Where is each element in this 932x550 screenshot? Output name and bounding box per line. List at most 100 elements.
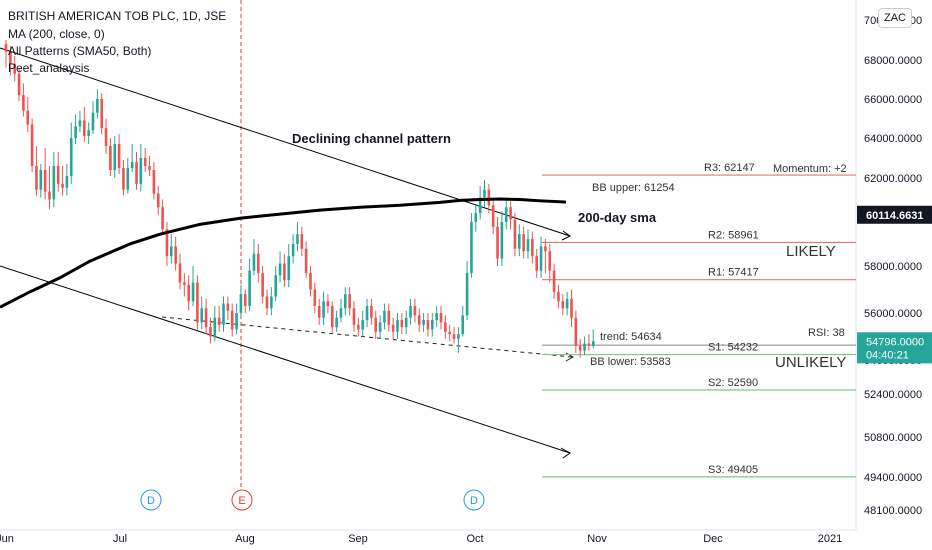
event-earnings-marker[interactable] bbox=[231, 489, 253, 511]
candle-body bbox=[183, 282, 186, 285]
candle-body bbox=[148, 166, 151, 170]
candle-body bbox=[109, 146, 112, 170]
y-tick-label: 52400.0000 bbox=[864, 389, 922, 401]
candle-body bbox=[548, 251, 552, 271]
candle-body bbox=[391, 324, 395, 332]
candle-body bbox=[309, 273, 312, 290]
candle-body bbox=[513, 219, 517, 249]
candle-body bbox=[465, 273, 469, 316]
candle-body bbox=[43, 170, 47, 192]
candle-body bbox=[487, 189, 491, 206]
candle-body bbox=[409, 305, 412, 318]
event-dividend-marker[interactable] bbox=[463, 489, 485, 511]
candle-body bbox=[531, 239, 534, 257]
candle-body bbox=[444, 322, 447, 332]
candle-body bbox=[313, 289, 317, 306]
candle-body bbox=[283, 263, 286, 281]
sma-price-tag-bg bbox=[857, 205, 932, 224]
candle-body bbox=[96, 99, 99, 113]
y-tick-label: 66000.0000 bbox=[864, 94, 922, 106]
candle-body bbox=[30, 124, 34, 166]
x-tick-label: Jun bbox=[0, 533, 14, 545]
candle-body bbox=[404, 317, 408, 328]
candle-body bbox=[522, 234, 525, 252]
candle-body bbox=[348, 294, 351, 309]
candle-body bbox=[204, 308, 208, 328]
event-dividend-marker[interactable] bbox=[140, 489, 162, 511]
candle-body bbox=[83, 120, 86, 137]
bb-lower-label: BB lower: 53583 bbox=[590, 356, 671, 368]
y-tick-label: 58000.0000 bbox=[864, 261, 922, 273]
candle-body bbox=[39, 170, 43, 190]
candle-body bbox=[526, 239, 530, 252]
support-label: S1: 54232 bbox=[708, 342, 758, 354]
candle-body bbox=[330, 305, 334, 328]
sma-price-tag: 60114.6631 bbox=[866, 210, 924, 222]
candle-body bbox=[130, 162, 134, 168]
candle-body bbox=[474, 213, 478, 222]
indicator-ma-label[interactable]: MA (200, close, 0) bbox=[8, 27, 105, 41]
candle-body bbox=[239, 294, 243, 313]
candle-body bbox=[156, 193, 160, 208]
resistance-label: R1: 57417 bbox=[708, 267, 759, 279]
candle-body bbox=[287, 256, 291, 281]
event-dividend-label: D bbox=[470, 495, 478, 507]
channel-upper-arrow bbox=[561, 230, 571, 241]
event-dividend-label: D bbox=[147, 495, 155, 507]
candle-body bbox=[135, 162, 138, 184]
x-tick-label: Jul bbox=[113, 533, 127, 545]
candle-body bbox=[35, 166, 38, 190]
rsi-label: RSI: 38 bbox=[808, 327, 845, 339]
candle-body bbox=[209, 327, 212, 337]
candle-body bbox=[557, 291, 560, 302]
candle-body bbox=[483, 189, 486, 198]
candle-body bbox=[565, 298, 569, 309]
candle-body bbox=[178, 263, 182, 283]
candle-body bbox=[52, 166, 56, 200]
channel-lower-line bbox=[0, 265, 571, 454]
sma-label: 200-day sma bbox=[578, 210, 657, 225]
candle-body bbox=[439, 313, 443, 323]
x-tick-label: Sep bbox=[348, 533, 368, 545]
sma200-line bbox=[0, 197, 567, 309]
candle-body bbox=[339, 308, 343, 318]
candle-body bbox=[4, 44, 8, 52]
candle-body bbox=[504, 207, 508, 222]
candle-body bbox=[100, 99, 103, 129]
candle-body bbox=[139, 158, 143, 184]
x-tick-label: Oct bbox=[466, 533, 483, 545]
candle-body bbox=[591, 341, 595, 346]
bb-upper-label: BB upper: 61254 bbox=[592, 182, 675, 194]
indicator-custom-label[interactable]: Peet_analaysis bbox=[8, 61, 90, 75]
candle-body bbox=[435, 313, 438, 321]
candle-body bbox=[143, 158, 147, 166]
candle-body bbox=[478, 197, 482, 214]
y-tick-label: 64000.0000 bbox=[864, 133, 922, 145]
candle-body bbox=[217, 317, 221, 325]
candle-body bbox=[544, 246, 547, 252]
candle-body bbox=[126, 168, 130, 190]
last-price-tag: 54796.0000 bbox=[866, 336, 924, 348]
candle-body bbox=[61, 183, 64, 188]
candle-body bbox=[243, 294, 247, 306]
indicator-patterns-label[interactable]: All Patterns (SMA50, Both) bbox=[8, 44, 152, 58]
candle-body bbox=[383, 310, 386, 323]
countdown-tag: 04:40:21 bbox=[866, 349, 909, 361]
unlikely-label: UNLIKELY bbox=[775, 354, 846, 371]
candle-body bbox=[322, 301, 325, 318]
currency-badge[interactable]: ZAC bbox=[878, 8, 912, 28]
candle-body bbox=[104, 128, 108, 146]
candle-body bbox=[535, 256, 538, 271]
candle-body bbox=[461, 315, 465, 335]
candle-body bbox=[9, 52, 12, 64]
candle-body bbox=[452, 334, 456, 339]
channel-pattern-label: Declining channel pattern bbox=[292, 131, 451, 146]
candle-body bbox=[161, 207, 164, 230]
likely-label: LIKELY bbox=[786, 243, 836, 260]
candle-body bbox=[265, 296, 269, 309]
x-tick-label: 2021 bbox=[818, 533, 842, 545]
candle-body bbox=[574, 317, 578, 346]
candle-body bbox=[539, 246, 543, 271]
candle-body bbox=[361, 320, 364, 330]
